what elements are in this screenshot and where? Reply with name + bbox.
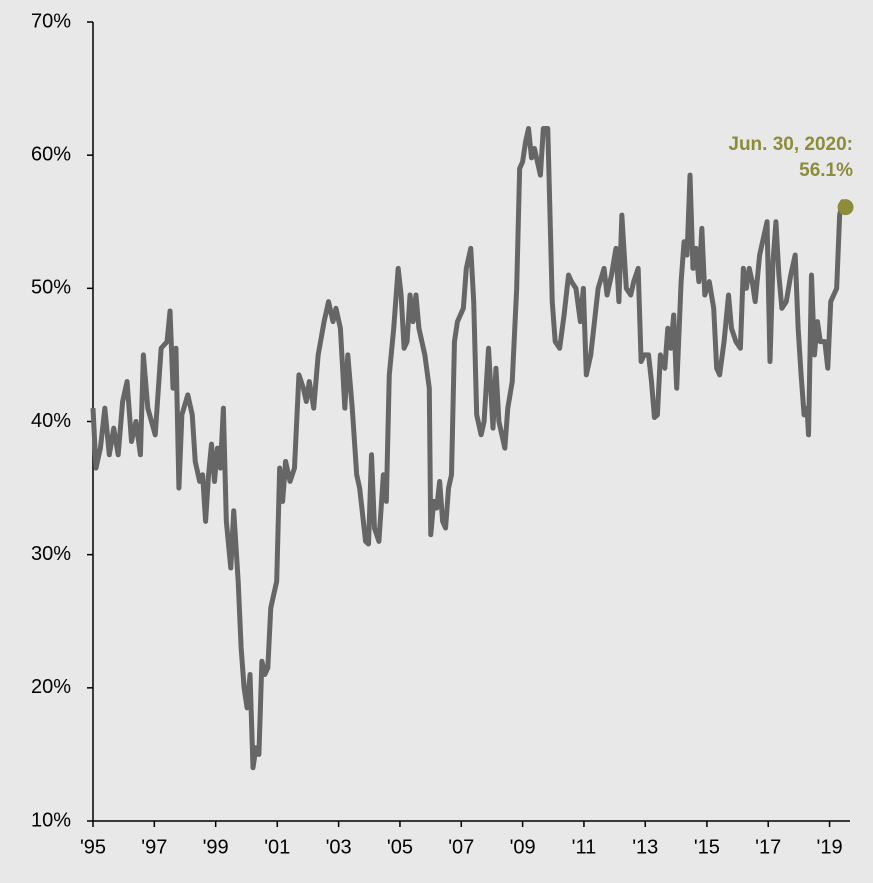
y-tick-label: 40% — [31, 410, 71, 432]
x-tick-label: '95 — [80, 836, 106, 858]
annotation-value: 56.1% — [799, 160, 853, 181]
y-tick-label: 50% — [31, 277, 71, 299]
x-tick-label: '99 — [203, 836, 229, 858]
x-tick-label: '13 — [632, 836, 658, 858]
x-tick-label: '17 — [755, 836, 781, 858]
y-tick-label: 20% — [31, 676, 71, 698]
x-tick-label: '03 — [326, 836, 352, 858]
y-tick-label: 70% — [31, 10, 71, 32]
y-tick-label: 60% — [31, 143, 71, 165]
x-tick-label: '15 — [694, 836, 720, 858]
x-tick-label: '19 — [817, 836, 843, 858]
x-tick-label: '07 — [448, 836, 474, 858]
annotation-date: Jun. 30, 2020: — [728, 134, 853, 155]
y-tick-label: 30% — [31, 543, 71, 565]
last-point — [837, 199, 854, 216]
x-tick-label: '01 — [264, 836, 290, 858]
x-tick-label: '97 — [141, 836, 167, 858]
y-tick-label: 10% — [31, 809, 71, 831]
x-tick-label: '05 — [387, 836, 413, 858]
x-tick-label: '09 — [510, 836, 536, 858]
series-line — [90, 126, 848, 771]
x-tick-label: '11 — [572, 836, 597, 858]
